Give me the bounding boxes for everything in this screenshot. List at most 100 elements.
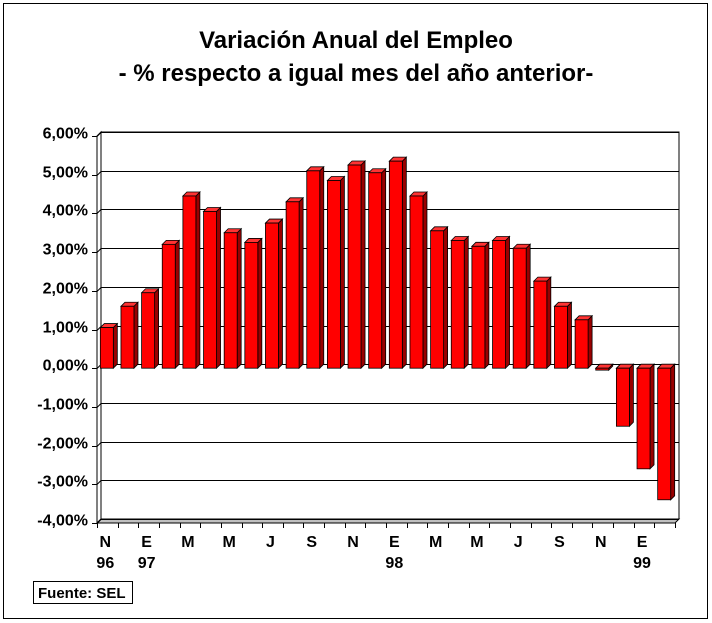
bar-side-face — [463, 235, 469, 370]
x-tick-label: M — [429, 534, 442, 551]
gridline-side-wall — [96, 403, 102, 408]
x-tick-year-label: 96 — [96, 555, 114, 572]
bar-6 — [202, 206, 222, 370]
bar-23 — [553, 301, 573, 370]
bar-side-face — [567, 301, 572, 370]
bar-front-face — [450, 240, 465, 369]
bar-side-face — [628, 363, 634, 428]
bar-1 — [99, 322, 119, 370]
bar-26 — [615, 363, 635, 428]
bar-side-face — [587, 314, 593, 370]
x-tick-label: N — [595, 534, 607, 551]
bar-side-face — [546, 276, 552, 370]
bar-14 — [367, 167, 387, 370]
x-axis: N 96 E 97 M M J S N E 98 M M J S N E 99 — [96, 523, 676, 572]
source-label: Fuente: SEL — [38, 585, 126, 602]
bar-side-face — [154, 287, 160, 370]
bar-front-face — [120, 305, 135, 369]
bar-4 — [161, 239, 181, 370]
bar-front-face — [244, 242, 259, 369]
bar-side-face — [649, 363, 655, 470]
bar-8 — [243, 237, 263, 370]
bar-3 — [140, 287, 160, 370]
bar-16 — [408, 191, 428, 370]
gridline-side-wall — [96, 519, 102, 524]
x-tick-label: E — [389, 534, 400, 551]
bar-13 — [347, 160, 367, 370]
gridline-side-wall — [96, 171, 102, 176]
bar-front-face — [285, 201, 300, 369]
bar-front-face — [636, 367, 651, 470]
bar-22 — [532, 276, 552, 370]
bar-21 — [512, 243, 532, 370]
bar-side-face — [670, 363, 676, 501]
x-tick-label: M — [470, 534, 483, 551]
y-tick-label: 2,00% — [43, 281, 88, 298]
bar-front-face — [265, 222, 279, 369]
bar-front-face — [492, 240, 506, 369]
x-tick-label: J — [266, 534, 275, 551]
gridline-side-wall — [96, 287, 102, 292]
x-tick-label: S — [306, 534, 317, 551]
source-box — [33, 581, 133, 604]
y-tick-label: 1,00% — [43, 320, 88, 337]
y-tick-label: 6,00% — [43, 126, 88, 143]
bar-side-face — [257, 237, 263, 370]
x-tick-label: J — [514, 534, 523, 551]
bar-19 — [470, 241, 490, 370]
bar-side-face — [133, 301, 139, 370]
bar-side-face — [505, 235, 510, 370]
bar-front-face — [182, 195, 197, 369]
source-note: Fuente: SEL — [33, 581, 133, 604]
bar-side-face — [360, 160, 366, 370]
bar-28 — [656, 363, 676, 501]
bar-12 — [326, 175, 346, 370]
x-tick-label: M — [223, 534, 236, 551]
bar-side-face — [422, 191, 428, 370]
bar-series — [99, 156, 676, 501]
y-tick-label: -4,00% — [37, 513, 88, 530]
bar-side-face — [236, 227, 242, 370]
gridline-side-wall — [96, 209, 102, 214]
bar-side-face — [174, 239, 180, 370]
y-tick-label: 5,00% — [43, 165, 88, 182]
bar-front-face — [347, 164, 362, 369]
bar-side-face — [216, 206, 221, 370]
gridline-side-wall — [96, 132, 102, 137]
x-tick-year-label: 99 — [633, 555, 651, 572]
chart-subtitle: - % respecto a igual mes del año anterio… — [119, 60, 594, 87]
bar-front-face — [306, 170, 321, 369]
gridline-side-wall — [96, 480, 102, 485]
x-tick-label: N — [100, 534, 112, 551]
bar-front-face — [326, 180, 341, 369]
y-tick-label: -1,00% — [37, 397, 88, 414]
bar-side-face — [278, 218, 283, 370]
bar-27 — [636, 363, 656, 470]
y-tick-label: -2,00% — [37, 436, 88, 453]
bar-2 — [119, 301, 139, 370]
y-tick-label: 0,00% — [43, 358, 88, 375]
bar-side-face — [525, 243, 531, 370]
x-tick-label: N — [347, 534, 359, 551]
bar-side-face — [484, 241, 490, 370]
bar-17 — [429, 225, 449, 370]
bar-front-face — [615, 367, 630, 427]
bar-side-face — [195, 191, 201, 370]
x-tick-label: E — [637, 534, 648, 551]
bar-front-face — [657, 367, 672, 501]
bar-front-face — [471, 245, 486, 369]
bar-side-face — [112, 322, 118, 370]
bar-front-face — [223, 232, 238, 369]
bar-front-face — [409, 195, 424, 369]
gridline-side-wall — [96, 248, 102, 253]
bar-front-face — [388, 160, 403, 369]
bar-5 — [181, 191, 201, 370]
bar-18 — [450, 235, 470, 370]
bar-24 — [574, 314, 594, 370]
y-tick-label: 3,00% — [43, 242, 88, 259]
x-tick-label: E — [141, 534, 152, 551]
bar-side-face — [381, 167, 387, 370]
bar-25 — [594, 363, 614, 372]
